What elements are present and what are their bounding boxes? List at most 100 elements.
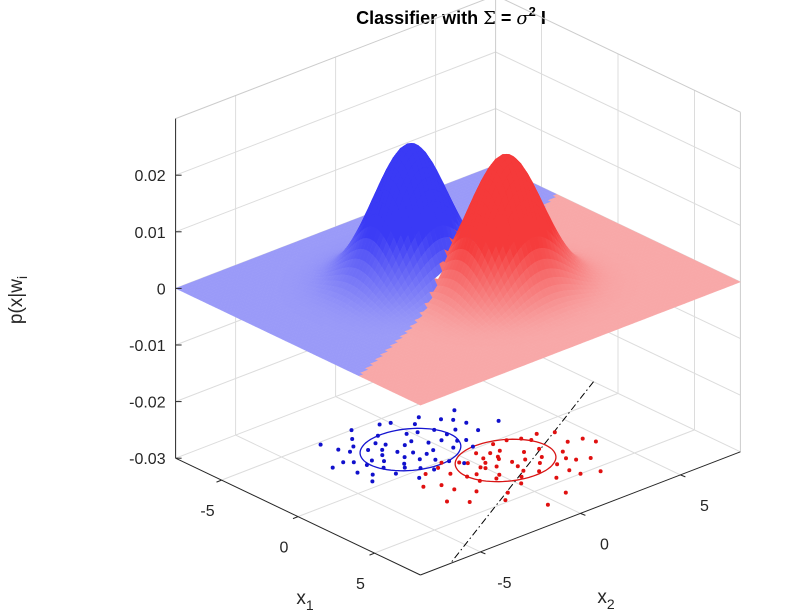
blue-sample-point — [348, 449, 352, 454]
red-sample-point — [504, 438, 509, 443]
red-sample-point — [537, 469, 542, 474]
surface-layer — [175, 143, 741, 406]
blue-sample-point — [439, 438, 444, 443]
red-sample-point — [534, 431, 539, 436]
red-sample-point — [554, 475, 559, 480]
title-sigma-upper: Σ — [483, 8, 496, 29]
red-sample-point — [539, 455, 544, 459]
red-sample-point — [465, 474, 470, 479]
red-sample-point — [519, 436, 524, 441]
blue-sample-point — [402, 455, 407, 460]
blue-sample-point — [404, 431, 409, 436]
red-sample-point — [505, 490, 510, 495]
red-sample-point — [574, 457, 579, 462]
blue-sample-point — [349, 428, 354, 433]
red-sample-point — [523, 457, 528, 462]
red-sample-point — [474, 489, 479, 494]
chart-title: Classifier with Σ = σ2 I — [356, 4, 546, 29]
red-sample-point — [537, 461, 542, 465]
title-prefix: Classifier with — [356, 8, 483, 28]
blue-sample-point — [351, 444, 356, 449]
blue-sample-point — [377, 422, 382, 427]
red-sample-point — [565, 439, 570, 444]
blue-sample-point — [388, 420, 393, 425]
blue-sample-point — [402, 443, 407, 448]
blue-sample-point — [496, 418, 501, 423]
red-sample-point — [552, 430, 557, 435]
red-sample-point — [477, 478, 482, 483]
red-sample-point — [560, 449, 565, 454]
red-sample-point — [497, 448, 502, 453]
blue-sample-point — [451, 417, 456, 422]
red-sample-point — [474, 451, 479, 456]
red-sample-point — [465, 461, 470, 466]
red-sample-point — [545, 502, 550, 507]
decision-boundary-line — [450, 381, 594, 564]
red-sample-point — [491, 442, 496, 447]
red-class-contour — [454, 438, 557, 483]
blue-sample-point — [402, 461, 407, 466]
red-sample-point — [457, 460, 462, 465]
red-sample-point — [436, 465, 441, 470]
blue-sample-point — [462, 461, 467, 466]
blue-class-contour — [359, 427, 462, 472]
red-sample-point — [510, 459, 515, 464]
blue-sample-point — [453, 427, 458, 432]
blue-sample-point — [370, 472, 375, 477]
blue-sample-point — [381, 465, 386, 470]
blue-sample-point — [351, 460, 356, 465]
blue-sample-point — [417, 457, 422, 462]
red-sample-point — [439, 460, 444, 465]
blue-sample-point — [439, 417, 443, 422]
red-sample-point — [578, 471, 583, 476]
red-sample-point — [423, 472, 428, 476]
blue-sample-point — [476, 428, 481, 433]
red-sample-point — [483, 460, 488, 465]
red-sample-point — [564, 456, 568, 461]
red-sample-point — [567, 468, 572, 473]
red-sample-point — [483, 466, 488, 471]
red-sample-point — [439, 483, 444, 488]
blue-sample-point — [330, 465, 335, 470]
red-sample-point — [478, 465, 483, 470]
blue-sample-point — [409, 439, 414, 444]
red-sample-point — [563, 490, 568, 495]
blue-sample-point — [447, 459, 452, 464]
blue-sample-point — [336, 447, 341, 452]
blue-sample-point — [424, 451, 429, 456]
blue-sample-point — [417, 475, 422, 480]
blue-sample-point — [375, 433, 380, 438]
red-sample-point — [588, 456, 593, 460]
blue-sample-point — [470, 444, 475, 449]
red-sample-point — [494, 464, 499, 469]
blue-sample-point — [418, 466, 423, 471]
blue-sample-point — [416, 415, 421, 420]
blue-sample-point — [318, 442, 323, 447]
blue-sample-point — [455, 438, 460, 443]
red-sample-point — [494, 476, 499, 481]
blue-sample-point — [370, 479, 375, 484]
box-edge — [175, 0, 486, 120]
red-sample-point — [448, 471, 453, 476]
blue-sample-point — [369, 458, 374, 463]
blue-sample-point — [341, 460, 346, 465]
red-sample-point — [452, 487, 457, 492]
blue-sample-point — [350, 437, 355, 441]
red-sample-point — [519, 474, 524, 479]
blue-sample-point — [432, 467, 437, 472]
blue-sample-point — [412, 422, 417, 427]
blue-sample-point — [411, 450, 416, 455]
blue-sample-point — [464, 438, 469, 442]
red-sample-point — [580, 436, 585, 441]
blue-sample-point — [380, 453, 385, 458]
title-superscript: 2 — [529, 4, 536, 19]
blue-sample-point — [452, 408, 457, 413]
box-edge — [504, 0, 741, 113]
blue-sample-point — [364, 463, 369, 467]
blue-sample-point — [395, 449, 400, 454]
blue-sample-point — [444, 432, 449, 437]
floor-gridline — [335, 396, 581, 514]
red-sample-point — [537, 446, 542, 451]
title-equals: = — [496, 8, 517, 28]
